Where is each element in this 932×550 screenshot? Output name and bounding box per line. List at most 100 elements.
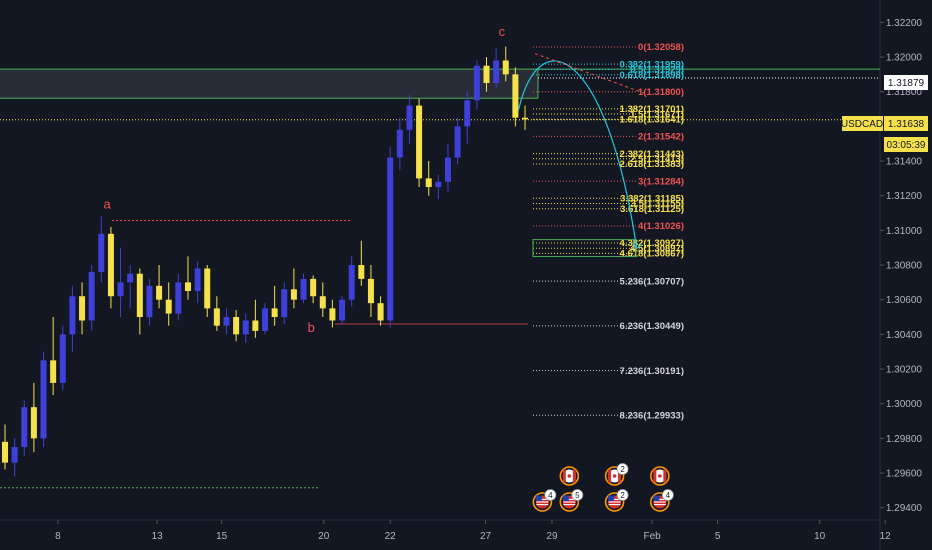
- wave-labels: a b c: [103, 24, 505, 335]
- candle-body: [213, 308, 220, 326]
- fib-level-label: 1.382(1.31701): [620, 104, 684, 115]
- candle-body: [136, 273, 143, 318]
- fib-level-label: 4.382(1.30927): [620, 238, 684, 249]
- fib-level-label: 4.5(1.30897): [630, 243, 684, 254]
- countdown-tag: 03:05:39: [887, 140, 926, 151]
- canada-flag-icon[interactable]: 2: [604, 463, 629, 486]
- event-count-badge: [661, 489, 674, 501]
- event-count-badge: [616, 463, 629, 475]
- candle-body: [396, 129, 403, 158]
- us-flag-icon[interactable]: 4: [650, 489, 674, 512]
- us-flag-icon[interactable]: 5: [559, 489, 584, 512]
- fib-level-label: 3.5(1.31155): [631, 199, 684, 210]
- zone-fill: [0, 69, 538, 99]
- fib-level-label: 0.618(1.31898): [620, 70, 684, 81]
- resistance-zone: [0, 68, 880, 99]
- symbol-tag-bg: [842, 116, 883, 131]
- fib-level-label: 0(1.32058): [638, 42, 684, 53]
- candle-body: [377, 303, 384, 321]
- candle-body: [30, 407, 37, 439]
- price-tick-label: 1.29800: [886, 434, 923, 445]
- time-axis-ticks: 8 13 15 20 22 27 29 Feb 5 10 12: [55, 520, 891, 542]
- fib-level-label: 5.236(1.30707): [620, 276, 684, 287]
- candle-body: [387, 157, 394, 321]
- candle-body: [146, 285, 153, 318]
- candle-body: [21, 407, 28, 448]
- candle-body: [435, 181, 442, 188]
- event-count-label: 4: [548, 491, 553, 500]
- us-flag-icon[interactable]: 2: [604, 489, 629, 512]
- candle-body: [194, 268, 201, 292]
- price-tick-label: 1.30800: [886, 261, 923, 272]
- price-tick-label: 1.31800: [886, 87, 923, 98]
- wave-label-c: c: [499, 24, 506, 39]
- countdown-tag-bg: [884, 137, 928, 152]
- candle-body: [300, 278, 307, 300]
- fib-level-label: 3.382(1.31185): [620, 193, 684, 204]
- time-tick-label: 10: [814, 531, 826, 542]
- candles: [2, 46, 529, 477]
- candle-body: [493, 60, 500, 84]
- time-tick-label: 29: [546, 531, 558, 542]
- canada-flag-icon[interactable]: [559, 466, 580, 486]
- candle-body: [348, 265, 355, 300]
- candle-body: [271, 308, 278, 318]
- candle-body: [233, 317, 240, 335]
- time-tick-label: 12: [880, 531, 892, 542]
- projection-curve: [517, 60, 638, 249]
- flag-band: [653, 469, 657, 483]
- price-axis-ticks: 1.32200 1.32000 1.31800 1.31400 1.31200 1.310…: [880, 18, 922, 514]
- candle-body: [425, 178, 432, 188]
- candle-body: [184, 282, 191, 292]
- flag-band: [572, 469, 576, 483]
- candle-body: [522, 117, 529, 120]
- fib-level-label: 4.618(1.30867): [620, 249, 684, 260]
- fib-trend-line: [534, 53, 646, 94]
- last-price-tag-bg: [884, 116, 928, 131]
- candle-body: [502, 60, 509, 75]
- candle-body: [483, 65, 490, 84]
- fib-level-label: 2.618(1.31383): [620, 159, 684, 170]
- price-tick-label: 1.30400: [886, 330, 923, 341]
- fib-level-label: 3.618(1.31125): [620, 204, 684, 215]
- flag-band: [562, 469, 566, 483]
- event-count-label: 5: [575, 491, 580, 500]
- fib-level-label: 0.382(1.31959): [620, 59, 684, 70]
- event-count-label: 4: [666, 491, 671, 500]
- us-flag-icon[interactable]: 4: [532, 489, 557, 512]
- candle-body: [416, 105, 423, 179]
- support-lines: [0, 77, 880, 489]
- price-tick-label: 1.32000: [886, 53, 923, 64]
- fibonacci-extension: 0(1.32058) 0.382(1.31959)0.5(1.31929)0.61…: [532, 42, 684, 422]
- candle-body: [473, 65, 480, 101]
- time-tick-label: 8: [55, 531, 61, 542]
- time-tick-label: 20: [318, 531, 330, 542]
- price-tick-label: 1.29600: [886, 469, 923, 480]
- flag-band: [608, 469, 612, 483]
- candle-body: [127, 273, 134, 283]
- price-tick-label: 1.30000: [886, 399, 923, 410]
- economic-events[interactable]: 4 5 2 2 4: [532, 463, 674, 512]
- candle-body: [262, 308, 269, 331]
- event-count-badge: [571, 489, 584, 501]
- candle-body: [79, 296, 86, 321]
- candle-body: [156, 285, 163, 300]
- price-tick-label: 1.31200: [886, 191, 923, 202]
- flag-canton: [608, 495, 615, 501]
- maple-leaf-icon: [612, 474, 617, 478]
- event-count-label: 2: [620, 465, 625, 474]
- price-tick-label: 1.30200: [886, 365, 923, 376]
- time-tick-label: 22: [385, 531, 397, 542]
- candle-body: [117, 282, 124, 297]
- fib-level-label: 2.382(1.31443): [620, 149, 684, 160]
- canada-flag-icon[interactable]: [650, 466, 670, 486]
- wave-label-a: a: [103, 197, 111, 212]
- fib-level-label: 1(1.31800): [638, 87, 684, 98]
- candle-body: [69, 296, 76, 335]
- fib-level-label: 1.5(1.31671): [630, 109, 684, 120]
- fib-level-label: 2.5(1.31413): [630, 154, 684, 165]
- symbol-tag: USDCAD: [841, 119, 883, 130]
- candle-body: [59, 334, 66, 383]
- time-axis-background: [0, 520, 880, 550]
